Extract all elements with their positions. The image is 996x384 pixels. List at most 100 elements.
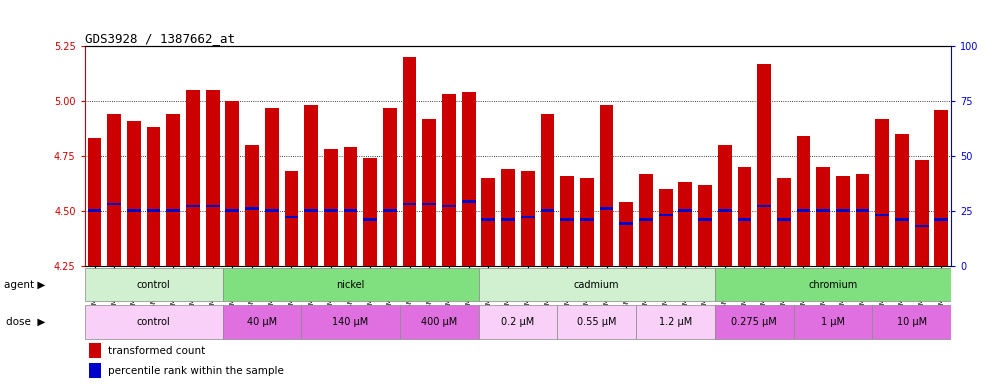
Text: cadmium: cadmium — [574, 280, 620, 290]
Bar — [383, 108, 396, 266]
Bar — [541, 114, 555, 266]
Bar — [422, 119, 436, 266]
Bar — [600, 106, 614, 266]
Bar — [304, 106, 318, 266]
Bar — [561, 218, 574, 220]
Bar — [914, 225, 928, 227]
Bar — [245, 207, 259, 210]
Bar — [146, 209, 160, 212]
Bar — [639, 174, 652, 266]
Bar — [85, 268, 222, 301]
Bar — [481, 218, 495, 220]
Bar — [222, 305, 302, 339]
Bar — [478, 268, 715, 301]
Bar — [88, 138, 102, 266]
Bar — [836, 209, 850, 212]
Bar — [836, 176, 850, 266]
Bar — [89, 363, 102, 378]
Bar — [186, 90, 200, 266]
Bar — [146, 127, 160, 266]
Bar — [698, 218, 712, 220]
Bar — [344, 147, 358, 266]
Text: transformed count: transformed count — [108, 346, 205, 356]
Bar — [817, 167, 830, 266]
Bar — [222, 268, 478, 301]
Bar — [88, 209, 102, 212]
Bar — [324, 209, 338, 212]
Bar — [442, 205, 456, 207]
Bar — [85, 305, 222, 339]
Text: 0.275 μM: 0.275 μM — [731, 317, 777, 327]
Bar — [501, 169, 515, 266]
Bar — [225, 101, 239, 266]
Text: 0.2 μM: 0.2 μM — [501, 317, 535, 327]
Bar — [580, 218, 594, 220]
Bar — [817, 209, 830, 212]
Bar — [875, 119, 889, 266]
Bar — [777, 178, 791, 266]
Bar — [895, 218, 908, 220]
Bar — [265, 108, 279, 266]
Bar — [558, 305, 636, 339]
Bar — [797, 209, 811, 212]
Bar — [462, 200, 475, 203]
Bar — [658, 189, 672, 266]
Bar — [934, 218, 948, 220]
Bar — [580, 178, 594, 266]
Bar — [108, 203, 122, 205]
Bar — [481, 178, 495, 266]
Bar — [127, 209, 140, 212]
Bar — [206, 90, 219, 266]
Text: 1.2 μM: 1.2 μM — [658, 317, 692, 327]
Bar — [797, 136, 811, 266]
Bar — [285, 215, 299, 218]
Text: nickel: nickel — [337, 280, 365, 290]
Text: percentile rank within the sample: percentile rank within the sample — [108, 366, 284, 376]
Bar — [225, 209, 239, 212]
Bar — [166, 209, 180, 212]
Bar — [478, 305, 558, 339]
Bar — [108, 114, 122, 266]
Bar — [186, 205, 200, 207]
Bar — [678, 182, 692, 266]
Bar — [856, 174, 870, 266]
Text: control: control — [136, 280, 170, 290]
Bar — [344, 209, 358, 212]
Bar — [304, 209, 318, 212]
Bar — [757, 64, 771, 266]
Text: dose  ▶: dose ▶ — [6, 317, 46, 327]
Bar — [715, 305, 794, 339]
Bar — [399, 305, 478, 339]
Bar — [402, 57, 416, 266]
Text: 140 μM: 140 μM — [333, 317, 369, 327]
Bar — [856, 209, 870, 212]
Bar — [895, 134, 908, 266]
Bar — [914, 161, 928, 266]
Bar — [620, 222, 633, 225]
Bar — [934, 110, 948, 266]
Bar — [301, 305, 399, 339]
Bar — [383, 209, 396, 212]
Bar — [402, 203, 416, 205]
Text: 10 μM: 10 μM — [896, 317, 927, 327]
Bar — [718, 145, 732, 266]
Bar — [364, 158, 377, 266]
Bar — [206, 205, 219, 207]
Bar — [737, 218, 751, 220]
Bar — [422, 203, 436, 205]
Bar — [639, 218, 652, 220]
Text: 0.55 μM: 0.55 μM — [577, 317, 617, 327]
Bar — [737, 167, 751, 266]
Bar — [324, 149, 338, 266]
Bar — [521, 171, 535, 266]
Bar — [757, 205, 771, 207]
Bar — [462, 92, 475, 266]
Bar — [127, 121, 140, 266]
Bar — [521, 216, 535, 218]
Bar — [678, 209, 692, 212]
Bar — [285, 171, 299, 266]
Text: chromium: chromium — [809, 280, 858, 290]
Text: 40 μM: 40 μM — [247, 317, 277, 327]
Bar — [872, 305, 951, 339]
Bar — [364, 218, 377, 220]
